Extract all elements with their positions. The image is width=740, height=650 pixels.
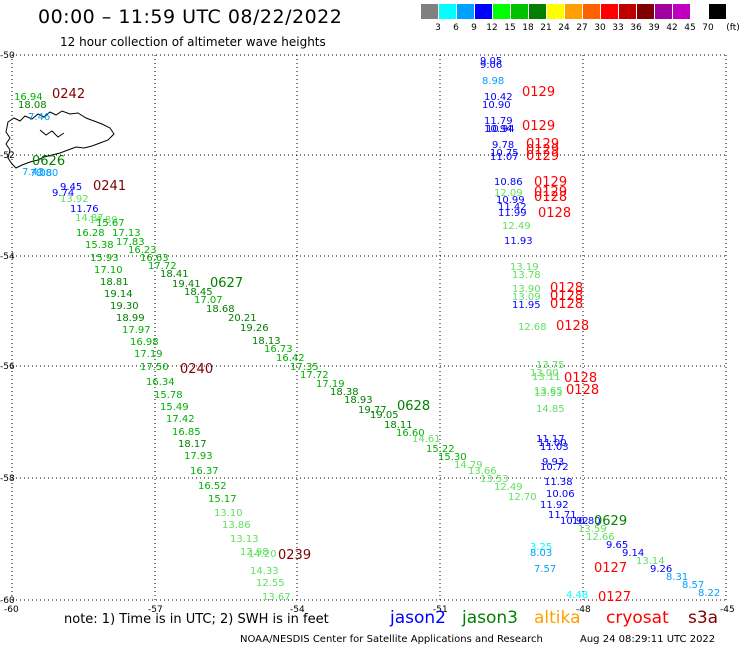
wave-height-value: 14.33 <box>250 566 279 577</box>
pass-time-labels: 0242 0241 0240 0239 0627 0628 0629 0129 0129 0129… <box>32 85 631 605</box>
wave-height-value: 16.34 <box>146 377 175 388</box>
wave-height-value: 7.46 <box>28 112 50 123</box>
pass-time-label: 0129 <box>522 85 555 100</box>
wave-height-value: 19.14 <box>104 289 133 300</box>
wave-height-value: 17.50 <box>140 362 169 373</box>
wave-height-value: 13.11 <box>532 372 561 383</box>
axis-labels: -50-52-54-56-58-60-60 -57 -54 -51 -48 -45 <box>0 51 735 615</box>
wave-height-value: 15.78 <box>154 390 183 401</box>
wave-height-value: 14.20 <box>248 549 277 560</box>
wave-height-value: 13.10 <box>214 508 243 519</box>
s3a-track: 16.9418.087.467.437.088.809.459.7413.921… <box>14 92 537 603</box>
credit: NOAA/NESDIS Center for Satellite Applica… <box>240 634 543 645</box>
pass-time-label: 0629 <box>594 514 627 529</box>
pass-time-label: 0239 <box>278 548 311 563</box>
pass-time-label: 0626 <box>32 154 65 169</box>
wave-height-value: 17.42 <box>166 414 195 425</box>
wave-height-value: 11.99 <box>498 208 527 219</box>
wave-height-value: 15.17 <box>208 494 237 505</box>
wave-height-value: 8.80 <box>36 168 58 179</box>
pass-time-label: 0240 <box>180 362 213 377</box>
wave-height-value: 17.93 <box>184 451 213 462</box>
wave-height-value: 13.67 <box>262 592 291 603</box>
generated-timestamp: Aug 24 08:29:11 UTC 2022 <box>580 634 715 645</box>
wave-height-value: 11.03 <box>540 442 569 453</box>
wave-height-value: 13.78 <box>512 270 541 281</box>
wave-height-value: 13.53 <box>534 388 563 399</box>
pass-time-label: 0127 <box>594 561 627 576</box>
lat-tick-label: -58 <box>0 474 15 484</box>
wave-height-value: 17.10 <box>94 265 123 276</box>
wave-height-value: 17.97 <box>122 325 151 336</box>
satellite-label: altika <box>534 608 581 628</box>
footnote: note: 1) Time is in UTC; 2) SWH is in fe… <box>64 612 329 627</box>
wave-height-value: 11.07 <box>490 152 519 163</box>
wave-height-value: 16.98 <box>130 337 159 348</box>
pass-time-label: 0128 <box>534 190 567 205</box>
pass-time-label: 0128 <box>538 206 571 221</box>
wave-height-value: 8.03 <box>530 548 552 559</box>
wave-height-value: 4.48 <box>566 590 588 601</box>
wave-height-value: 15.38 <box>85 240 114 251</box>
wave-height-value: 13.86 <box>222 520 251 531</box>
pass-time-label: 0627 <box>210 276 243 291</box>
wave-height-value: 8.22 <box>698 588 720 599</box>
pass-time-label: 0129 <box>522 119 555 134</box>
wave-height-value: 10.72 <box>540 462 569 473</box>
pass-time-label: 0129 <box>526 149 559 164</box>
wave-height-value: 15.93 <box>90 253 119 264</box>
pass-time-label: 0241 <box>93 179 126 194</box>
satellite-label: jason2 <box>390 608 446 628</box>
wave-height-value: 9.06 <box>480 60 502 71</box>
wave-height-value: 18.99 <box>116 313 145 324</box>
satellite-label: jason3 <box>462 608 518 628</box>
wave-height-value: 11.38 <box>544 477 573 488</box>
satellite-label: s3a <box>688 608 718 628</box>
wave-height-value: 12.55 <box>256 578 285 589</box>
wave-height-value: 16.85 <box>172 427 201 438</box>
lat-tick-label: -54 <box>0 252 15 262</box>
wave-height-value: 16.37 <box>190 466 219 477</box>
wave-height-value: 10.90 <box>482 100 511 111</box>
wave-height-value: 18.81 <box>100 277 129 288</box>
wave-height-value: 18.17 <box>178 439 207 450</box>
wave-height-value: 15.49 <box>160 402 189 413</box>
pass-time-label: 0128 <box>566 383 599 398</box>
wave-height-value: 12.68 <box>518 322 547 333</box>
pass-time-label: 0128 <box>550 297 583 312</box>
wave-height-value: 12.49 <box>502 221 531 232</box>
wave-height-value: 10.94 <box>486 124 515 135</box>
lat-tick-label: -50 <box>0 51 15 61</box>
pass-time-label: 0628 <box>397 399 430 414</box>
wave-height-value: 12.70 <box>508 492 537 503</box>
wave-height-value: 16.28 <box>76 228 105 239</box>
lon-tick-label: -60 <box>4 605 19 615</box>
wave-height-value: 11.93 <box>504 236 533 247</box>
satellite-label: cryosat <box>606 608 669 628</box>
wave-height-value: 10.86 <box>494 177 523 188</box>
pass-time-label: 0127 <box>598 590 631 605</box>
wave-height-value: 19.30 <box>110 301 139 312</box>
wave-height-value: 17.19 <box>134 349 163 360</box>
wave-height-value: 11.95 <box>512 300 541 311</box>
wave-height-value: 13.13 <box>230 534 259 545</box>
lat-tick-label: -56 <box>0 362 15 372</box>
wave-height-value: 14.85 <box>536 404 565 415</box>
wave-height-value: 7.57 <box>534 564 556 575</box>
wave-height-value: 19.26 <box>240 323 269 334</box>
wave-height-value: 16.52 <box>198 481 227 492</box>
lat-tick-label: -52 <box>0 151 15 161</box>
wave-height-value: 10.06 <box>546 489 575 500</box>
wave-height-value: 18.08 <box>18 100 47 111</box>
wave-height-value: 8.98 <box>482 76 504 87</box>
pass-time-label: 0242 <box>52 87 85 102</box>
pass-time-label: 0128 <box>556 319 589 334</box>
falkland-inlet <box>40 130 64 137</box>
lon-tick-label: -45 <box>720 605 735 615</box>
